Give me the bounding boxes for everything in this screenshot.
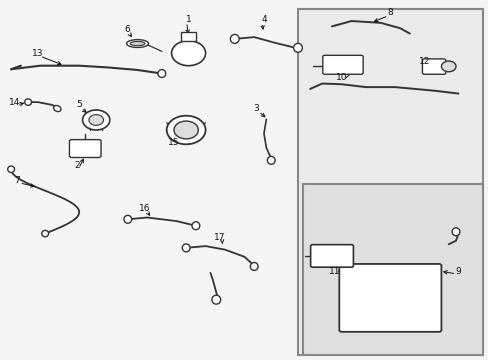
Text: 5: 5 [76, 100, 82, 109]
Ellipse shape [41, 230, 48, 237]
Ellipse shape [8, 166, 15, 172]
FancyBboxPatch shape [69, 140, 101, 157]
Ellipse shape [130, 41, 144, 46]
Ellipse shape [126, 40, 148, 48]
Text: 4: 4 [261, 15, 266, 24]
Text: 10: 10 [335, 73, 347, 82]
Circle shape [82, 110, 110, 130]
Text: 16: 16 [139, 204, 150, 213]
Text: 3: 3 [253, 104, 259, 113]
Text: 1: 1 [185, 15, 191, 24]
Text: 17: 17 [214, 233, 225, 242]
Text: 8: 8 [386, 8, 392, 17]
Circle shape [441, 61, 455, 72]
Text: 12: 12 [418, 57, 429, 66]
Circle shape [166, 116, 205, 144]
Text: 13: 13 [32, 49, 43, 58]
Text: 15: 15 [168, 138, 180, 147]
Text: 2: 2 [74, 161, 80, 170]
Text: 7: 7 [15, 176, 20, 185]
Ellipse shape [230, 35, 239, 43]
Ellipse shape [54, 105, 61, 112]
Circle shape [89, 114, 103, 125]
Text: 9: 9 [455, 267, 460, 276]
Ellipse shape [182, 244, 190, 252]
Ellipse shape [192, 222, 200, 230]
FancyBboxPatch shape [310, 245, 353, 267]
Bar [297, 9, 482, 355]
Ellipse shape [25, 99, 31, 105]
Text: 6: 6 [123, 26, 129, 35]
Ellipse shape [293, 43, 302, 52]
Ellipse shape [123, 215, 131, 223]
Ellipse shape [211, 295, 220, 304]
FancyBboxPatch shape [422, 59, 445, 74]
Text: 11: 11 [328, 267, 340, 276]
Circle shape [171, 41, 205, 66]
Ellipse shape [250, 262, 258, 270]
Ellipse shape [158, 69, 165, 77]
Circle shape [174, 121, 198, 139]
Ellipse shape [451, 228, 459, 236]
Bar [181, 32, 196, 41]
FancyBboxPatch shape [339, 264, 441, 332]
FancyBboxPatch shape [322, 55, 363, 74]
Text: 14: 14 [9, 98, 20, 107]
Ellipse shape [267, 157, 275, 164]
Bar [302, 184, 482, 355]
